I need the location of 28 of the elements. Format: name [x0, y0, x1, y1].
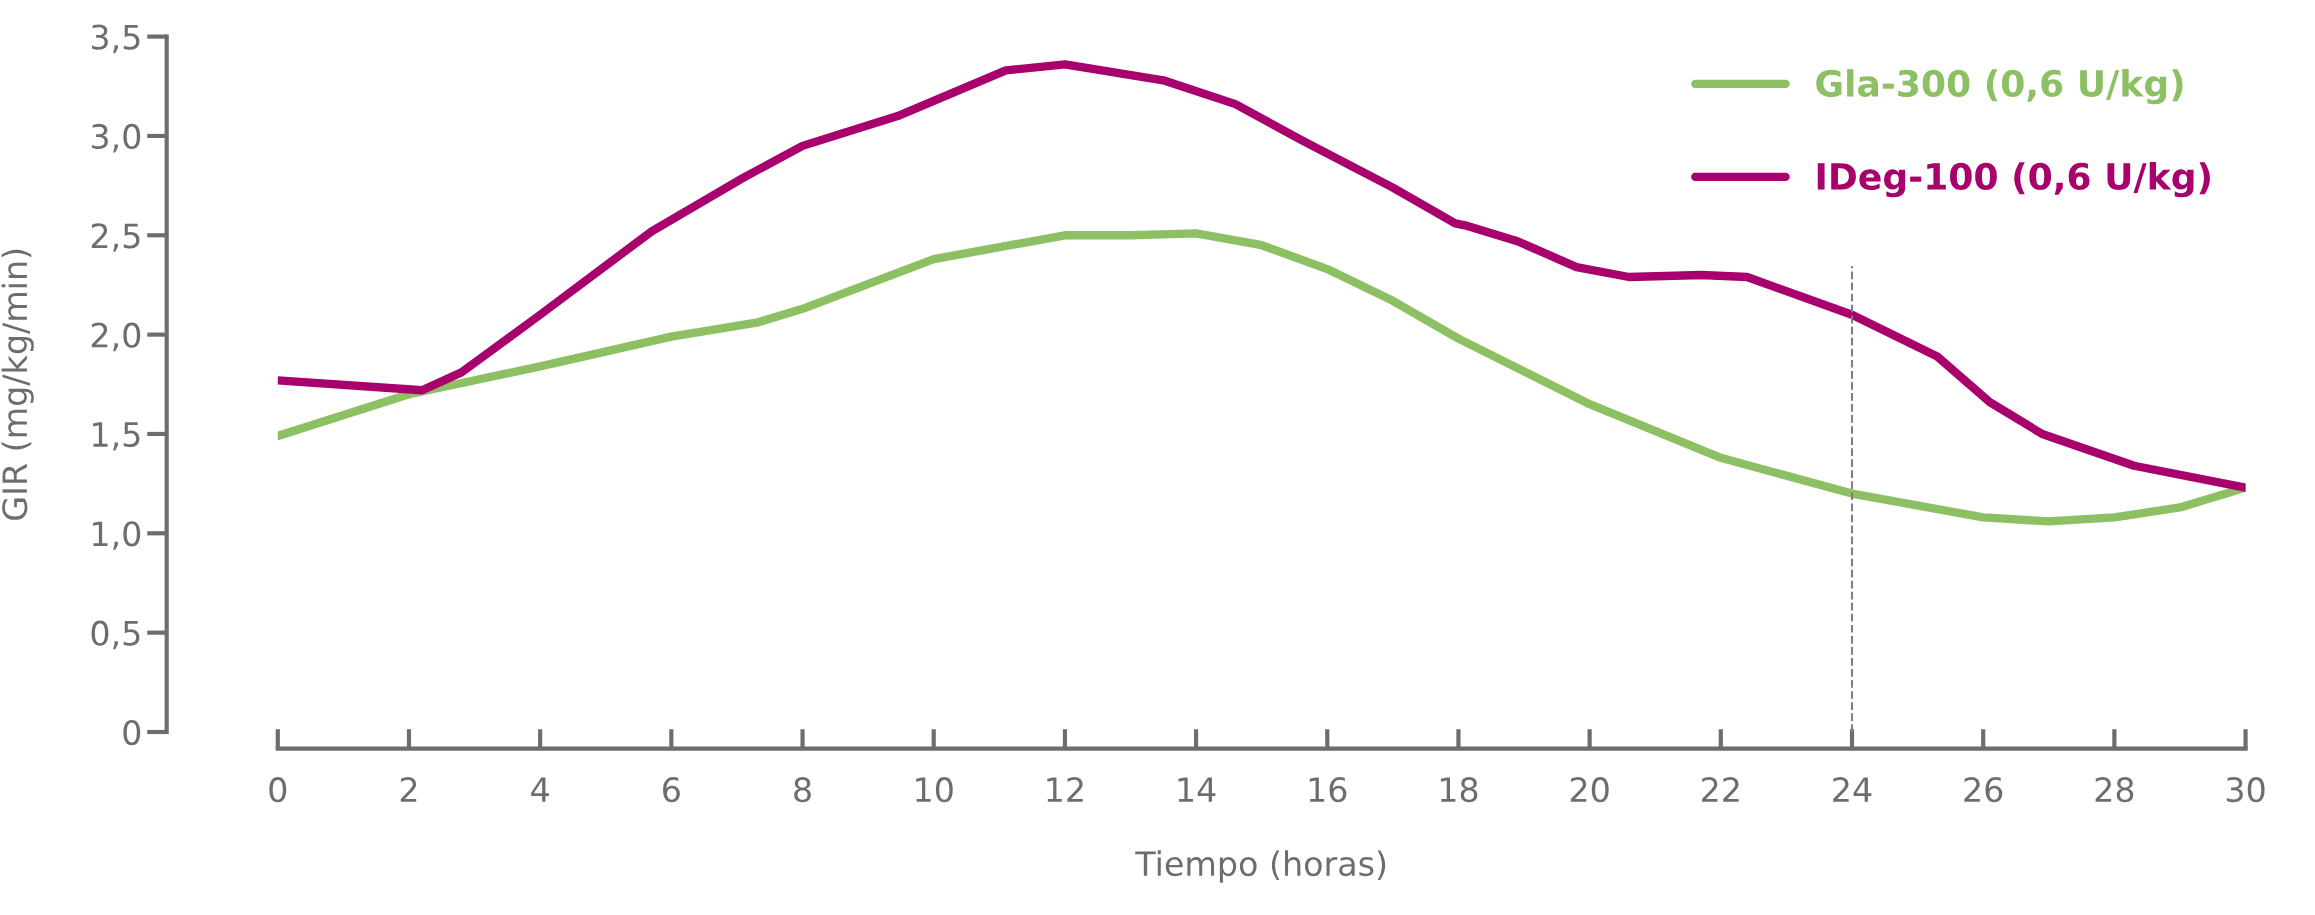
x-tick-label: 22 — [1702, 777, 1739, 802]
y-tick-label: 0,5 — [91, 620, 140, 650]
x-tick-label: 8 — [794, 777, 811, 803]
legend-label: Gla-300 (0,6 U/kg) — [1816, 69, 2183, 105]
legend-label: IDeg-100 (0,6 U/kg) — [1817, 162, 2210, 198]
x-tick-label: 6 — [663, 777, 680, 803]
x-tick-label: 18 — [1440, 777, 1478, 803]
x-axis-title: Tiempo (horas) — [1135, 850, 1386, 883]
y-tick-label: 0 — [123, 719, 141, 746]
x-tick-label: 12 — [1047, 777, 1083, 802]
x-tick-label: 0 — [269, 777, 287, 803]
x-tick-label: 10 — [916, 777, 953, 803]
x-tick-label: 2 — [400, 777, 417, 802]
y-tick-label: 1,0 — [93, 521, 141, 550]
y-tick-label: 3,5 — [91, 24, 140, 54]
x-tick-label: 30 — [2226, 777, 2265, 803]
x-tick-label: 16 — [1309, 777, 1347, 803]
y-tick-label: 3,0 — [91, 123, 141, 153]
x-tick-label: 26 — [1964, 777, 2003, 803]
x-tick-label: 20 — [1570, 777, 1609, 803]
y-tick-label: 2,0 — [91, 322, 141, 352]
y-tick-label: 1,5 — [93, 422, 140, 451]
y-axis-title: GIR (mg/kg/min) — [1, 249, 34, 520]
x-tick-label: 28 — [2095, 777, 2134, 803]
y-tick-label: 2,5 — [91, 223, 140, 252]
x-tick-label: 14 — [1178, 777, 1216, 802]
x-tick-label: 4 — [531, 777, 549, 802]
x-tick-label: 24 — [1833, 777, 1872, 802]
